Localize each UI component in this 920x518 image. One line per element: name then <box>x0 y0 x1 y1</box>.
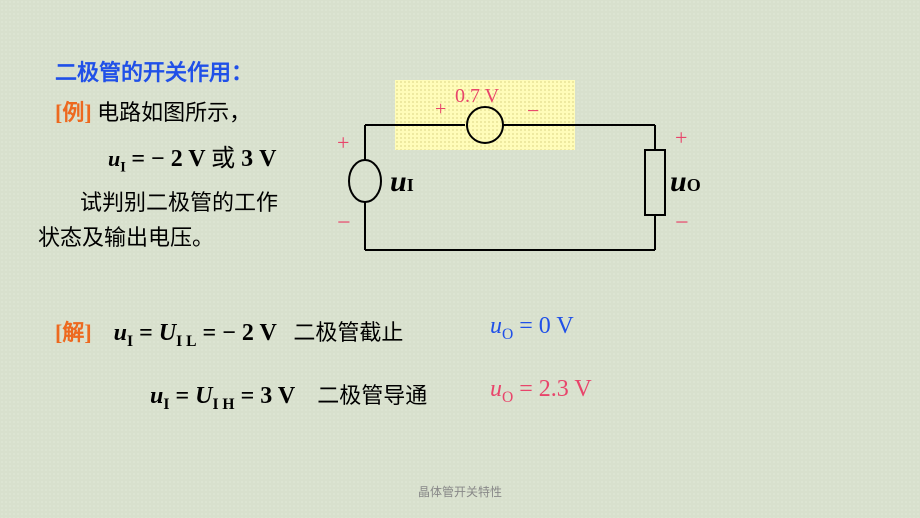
res1: uO = 0 V <box>490 313 574 339</box>
example-line1: [例] 电路如图所示， <box>55 95 251 127</box>
example-equation: uI = − 2 V 或 3 V <box>108 138 277 176</box>
example-line2b: 状态及输出电压。 <box>38 220 214 252</box>
diode-voltage-label: 0.7 V <box>455 85 499 108</box>
eq-sub: I <box>120 159 126 175</box>
text-2b: 状态及输出电压。 <box>38 225 214 250</box>
output-label: uO <box>670 165 701 199</box>
circuit-diagram: 0.7 V + − uI + − uO + − <box>335 80 695 275</box>
heading-text: 二极管的开关作用： <box>55 60 253 85</box>
example-label: [例] <box>55 100 92 125</box>
example-text1: 电路如图所示， <box>97 100 251 125</box>
example-line2a: 试判别二极管的工作 <box>80 185 278 217</box>
circuit-svg <box>335 80 695 280</box>
input-minus: − <box>337 210 351 237</box>
solution-label: [解] <box>55 320 92 345</box>
text-2a: 试判别二极管的工作 <box>80 190 278 215</box>
page-footer: 晶体管开关特性 <box>0 483 920 500</box>
eq-rest: = − 2 V 或 3 V <box>131 146 276 172</box>
output-minus: − <box>675 210 689 237</box>
ui-var: u <box>390 165 407 198</box>
sol1-state: 二极管截止 <box>293 320 403 345</box>
solution-result1: uO = 0 V <box>490 313 574 344</box>
output-plus: + <box>675 125 687 151</box>
res2: uO = 2.3 V <box>490 376 592 402</box>
ui-sub: I <box>407 175 414 195</box>
solution-row1: [解] uI = UI L = − 2 V 二极管截止 <box>55 315 403 351</box>
sol2-math: uI = UI H = 3 V <box>150 383 301 409</box>
eq-var: u <box>108 146 120 171</box>
diode-volt-text: 0.7 V <box>455 85 499 107</box>
input-label: uI <box>390 165 414 199</box>
sol2-state: 二极管导通 <box>317 383 427 408</box>
sol1-math: uI = UI L = − 2 V <box>114 320 283 346</box>
input-plus: + <box>337 130 349 156</box>
page-heading: 二极管的开关作用： <box>55 55 253 87</box>
uo-sub: O <box>687 175 701 195</box>
diode-plus: + <box>435 98 446 121</box>
uo-var: u <box>670 165 687 198</box>
diode-minus: − <box>527 98 539 124</box>
solution-result2: uO = 2.3 V <box>490 376 592 407</box>
solution-row2: uI = UI H = 3 V 二极管导通 <box>150 378 427 414</box>
